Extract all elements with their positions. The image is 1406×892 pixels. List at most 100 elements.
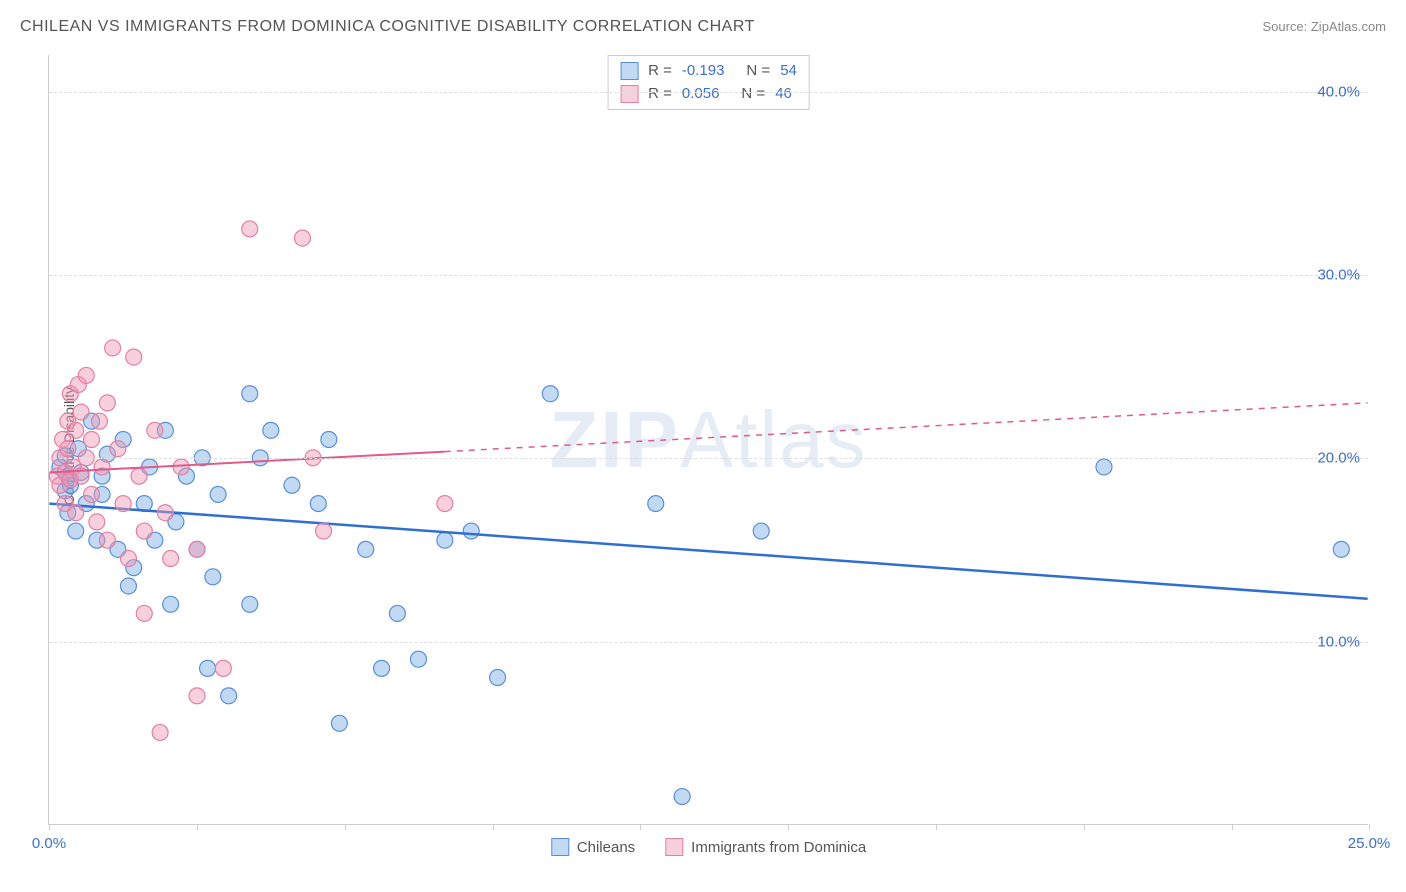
data-point: [152, 724, 168, 740]
stat-r-label: R =: [648, 60, 672, 83]
data-point: [68, 523, 84, 539]
y-tick-label: 20.0%: [1317, 450, 1360, 467]
correlation-stats-box: R =-0.193N =54R =0.056N =46: [607, 55, 810, 110]
y-tick-label: 10.0%: [1317, 633, 1360, 650]
x-tick: [936, 824, 937, 830]
data-point: [358, 541, 374, 557]
data-point: [463, 523, 479, 539]
data-point: [115, 496, 131, 512]
gridline: [49, 642, 1368, 643]
chart-svg: [49, 55, 1368, 824]
data-point: [310, 496, 326, 512]
legend-item: Immigrants from Dominica: [665, 838, 866, 856]
data-point: [89, 514, 105, 530]
data-point: [437, 496, 453, 512]
data-point: [263, 422, 279, 438]
data-point: [331, 715, 347, 731]
data-point: [157, 505, 173, 521]
stat-n-value: 46: [775, 83, 792, 106]
legend-swatch: [620, 85, 638, 103]
stat-n-label: N =: [741, 83, 765, 106]
data-point: [136, 523, 152, 539]
data-point: [136, 605, 152, 621]
legend-item: Chileans: [551, 838, 635, 856]
stat-r-label: R =: [648, 83, 672, 106]
gridline: [49, 458, 1368, 459]
data-point: [131, 468, 147, 484]
y-tick-label: 40.0%: [1317, 83, 1360, 100]
x-tick: [640, 824, 641, 830]
data-point: [147, 422, 163, 438]
x-tick: [49, 824, 50, 830]
data-point: [126, 349, 142, 365]
data-point: [294, 230, 310, 246]
legend-swatch: [665, 838, 683, 856]
legend-swatch: [620, 62, 638, 80]
data-point: [648, 496, 664, 512]
x-tick: [493, 824, 494, 830]
data-point: [374, 660, 390, 676]
data-point: [173, 459, 189, 475]
data-point: [490, 670, 506, 686]
x-tick: [345, 824, 346, 830]
data-point: [78, 367, 94, 383]
legend-label: Chileans: [577, 839, 635, 856]
data-point: [84, 432, 100, 448]
data-point: [1333, 541, 1349, 557]
legend-label: Immigrants from Dominica: [691, 839, 866, 856]
data-point: [120, 578, 136, 594]
data-point: [94, 459, 110, 475]
data-point: [215, 660, 231, 676]
data-point: [163, 551, 179, 567]
data-point: [242, 596, 258, 612]
trend-line: [49, 504, 1367, 599]
data-point: [284, 477, 300, 493]
stat-n-value: 54: [780, 60, 797, 83]
data-point: [200, 660, 216, 676]
data-point: [1096, 459, 1112, 475]
data-point: [674, 789, 690, 805]
data-point: [120, 551, 136, 567]
data-point: [437, 532, 453, 548]
data-point: [389, 605, 405, 621]
gridline: [49, 275, 1368, 276]
data-point: [242, 386, 258, 402]
stat-r-value: -0.193: [682, 60, 725, 83]
x-tick: [1369, 824, 1370, 830]
data-point: [84, 486, 100, 502]
data-point: [60, 441, 76, 457]
data-point: [91, 413, 107, 429]
data-point: [542, 386, 558, 402]
data-point: [110, 441, 126, 457]
data-point: [68, 505, 84, 521]
data-point: [410, 651, 426, 667]
x-tick: [788, 824, 789, 830]
x-tick: [1084, 824, 1085, 830]
chart-title: CHILEAN VS IMMIGRANTS FROM DOMINICA COGN…: [20, 18, 755, 36]
legend-swatch: [551, 838, 569, 856]
x-tick: [1232, 824, 1233, 830]
data-point: [189, 688, 205, 704]
data-point: [242, 221, 258, 237]
source-attribution: Source: ZipAtlas.com: [1262, 19, 1386, 34]
data-point: [189, 541, 205, 557]
data-point: [221, 688, 237, 704]
data-point: [210, 486, 226, 502]
data-point: [105, 340, 121, 356]
x-tick: [197, 824, 198, 830]
data-point: [753, 523, 769, 539]
data-point: [321, 432, 337, 448]
stats-row: R = -0.193 N = 54: [620, 60, 797, 83]
data-point: [68, 422, 84, 438]
stat-n-label: N =: [746, 60, 770, 83]
gridline: [49, 92, 1368, 93]
plot-area: ZIPAtlas R =-0.193N =54R =0.056N =46 Chi…: [48, 55, 1368, 825]
data-point: [73, 404, 89, 420]
x-tick-label: 25.0%: [1348, 835, 1391, 852]
stats-row: R =0.056N =46: [620, 83, 797, 106]
data-point: [205, 569, 221, 585]
y-tick-label: 30.0%: [1317, 267, 1360, 284]
legend: Chileans Immigrants from Dominica: [551, 838, 866, 856]
data-point: [163, 596, 179, 612]
trend-line-extrapolated: [445, 403, 1368, 452]
